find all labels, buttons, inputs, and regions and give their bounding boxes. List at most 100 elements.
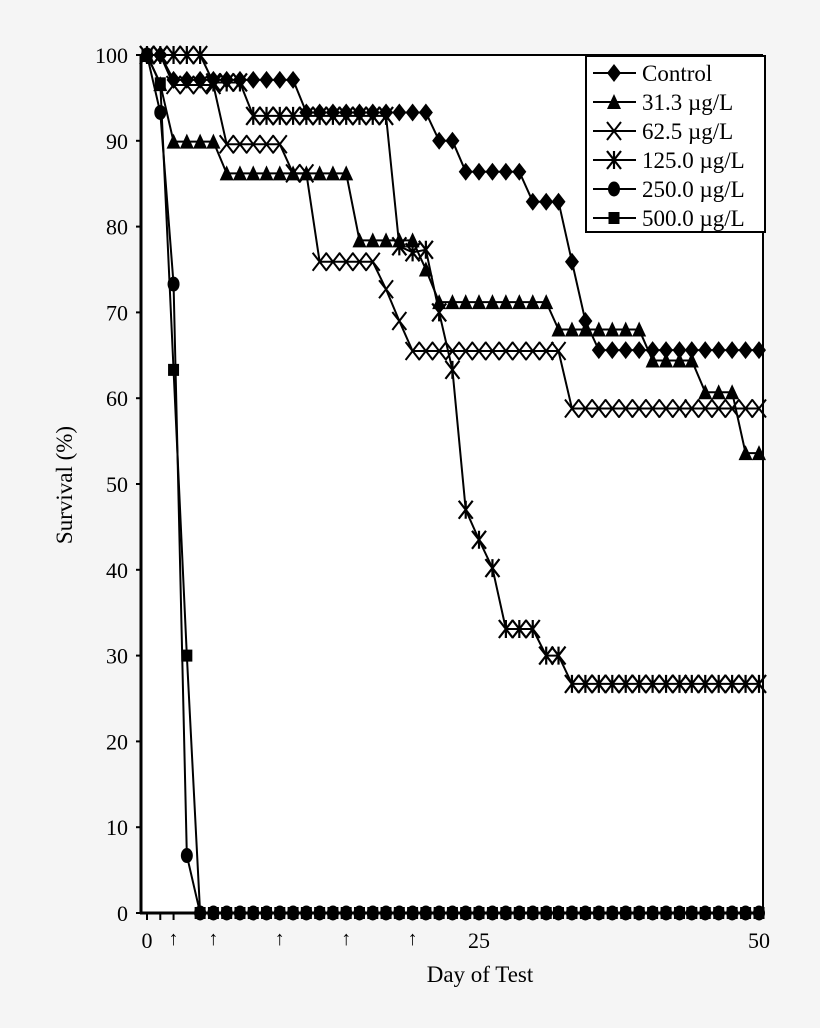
data-point-x	[471, 341, 487, 361]
data-point-asterisk	[617, 674, 634, 694]
data-point-triangle	[645, 352, 660, 368]
data-point-asterisk	[658, 674, 674, 694]
x-axis-label: Day of Test	[427, 962, 534, 987]
data-point-triangle	[219, 165, 234, 181]
data-point-diamond	[632, 341, 647, 360]
legend-item: 500.0 µg/L	[593, 206, 745, 231]
data-point-x	[550, 341, 567, 361]
y-tick-label: 80	[106, 215, 128, 240]
y-tick-label: 70	[106, 300, 128, 325]
data-point-triangle	[725, 384, 740, 400]
data-point-diamond	[711, 341, 726, 360]
data-point-asterisk	[325, 106, 341, 126]
data-point-x	[577, 398, 594, 419]
data-point-asterisk	[511, 619, 528, 639]
data-point-asterisk	[338, 106, 355, 126]
data-point-asterisk	[218, 72, 235, 93]
data-point-asterisk	[311, 106, 328, 126]
data-point-circle	[154, 104, 167, 120]
data-point-asterisk	[564, 674, 580, 694]
data-point-x	[338, 252, 354, 272]
data-point-diamond	[246, 70, 261, 89]
data-point-asterisk	[457, 500, 474, 520]
legend-item: Control	[593, 61, 712, 86]
data-point-asterisk	[351, 106, 368, 126]
data-point-asterisk	[737, 674, 754, 694]
data-point-triangle	[365, 232, 380, 248]
data-point-diamond	[551, 192, 566, 211]
data-point-x	[218, 134, 235, 154]
data-point-x	[671, 398, 688, 419]
data-point-asterisk	[378, 106, 394, 126]
data-point-triangle	[193, 133, 208, 149]
data-point-x	[724, 398, 740, 419]
data-point-triangle	[618, 321, 633, 337]
data-point-diamond	[286, 70, 301, 89]
data-point-x	[604, 398, 621, 419]
x-tick-label: 0	[142, 928, 153, 953]
data-point-x	[272, 134, 288, 154]
data-point-diamond	[405, 103, 420, 122]
legend-marker-square	[608, 212, 620, 224]
data-point-diamond	[432, 131, 447, 150]
y-tick-label: 30	[106, 644, 128, 669]
data-point-asterisk	[258, 106, 275, 126]
data-point-x	[179, 75, 195, 95]
legend-item: 31.3 µg/L	[593, 90, 733, 115]
legend-label: 125.0 µg/L	[642, 148, 745, 173]
data-point-triangle	[591, 321, 606, 337]
data-point-x	[444, 341, 461, 361]
data-point-x	[564, 398, 580, 419]
data-point-diamond	[659, 341, 674, 360]
y-tick-label: 10	[106, 815, 128, 840]
legend-marker-asterisk	[606, 150, 622, 170]
data-point-triangle	[632, 321, 647, 337]
data-point-x	[245, 134, 262, 154]
arrow-up-icon: ↑	[408, 928, 418, 950]
data-point-diamond	[525, 192, 540, 211]
data-point-x	[404, 341, 421, 361]
data-point-x	[498, 341, 514, 361]
legend-label: 250.0 µg/L	[642, 177, 745, 202]
data-point-square	[154, 77, 166, 90]
data-point-asterisk	[644, 674, 661, 694]
data-point-x	[391, 311, 408, 331]
data-point-triangle	[246, 165, 261, 181]
data-point-triangle	[232, 165, 247, 181]
arrow-up-icon: ↑	[208, 928, 218, 950]
data-point-diamond	[684, 341, 699, 360]
data-point-triangle	[659, 352, 674, 368]
data-point-diamond	[418, 103, 433, 122]
data-point-triangle	[325, 165, 340, 181]
data-point-x	[591, 398, 607, 419]
data-point-x	[192, 75, 208, 95]
legend-item: 125.0 µg/L	[593, 148, 745, 173]
data-point-x	[431, 341, 447, 361]
data-point-asterisk	[524, 619, 541, 639]
data-point-x	[524, 341, 541, 361]
data-point-circle	[180, 848, 193, 864]
data-point-triangle	[525, 294, 540, 310]
data-point-diamond	[392, 103, 407, 122]
data-point-asterisk	[285, 106, 301, 126]
data-point-asterisk	[404, 242, 421, 263]
data-point-asterisk	[724, 674, 740, 694]
data-point-x	[617, 398, 634, 419]
data-point-asterisk	[498, 619, 514, 639]
legend-label: 31.3 µg/L	[642, 90, 733, 115]
data-point-x	[285, 163, 301, 184]
data-point-asterisk	[232, 72, 248, 93]
y-tick-label: 0	[117, 901, 128, 926]
data-point-diamond	[725, 341, 740, 360]
data-point-triangle	[605, 321, 620, 337]
data-point-x	[298, 163, 315, 184]
legend-marker-x	[606, 121, 622, 141]
data-point-diamond	[472, 162, 486, 181]
data-point-diamond	[458, 162, 473, 181]
data-point-asterisk	[590, 674, 607, 694]
data-point-square	[181, 649, 193, 662]
data-point-triangle	[166, 133, 181, 149]
data-point-x	[697, 398, 714, 419]
data-point-triangle	[352, 232, 367, 248]
